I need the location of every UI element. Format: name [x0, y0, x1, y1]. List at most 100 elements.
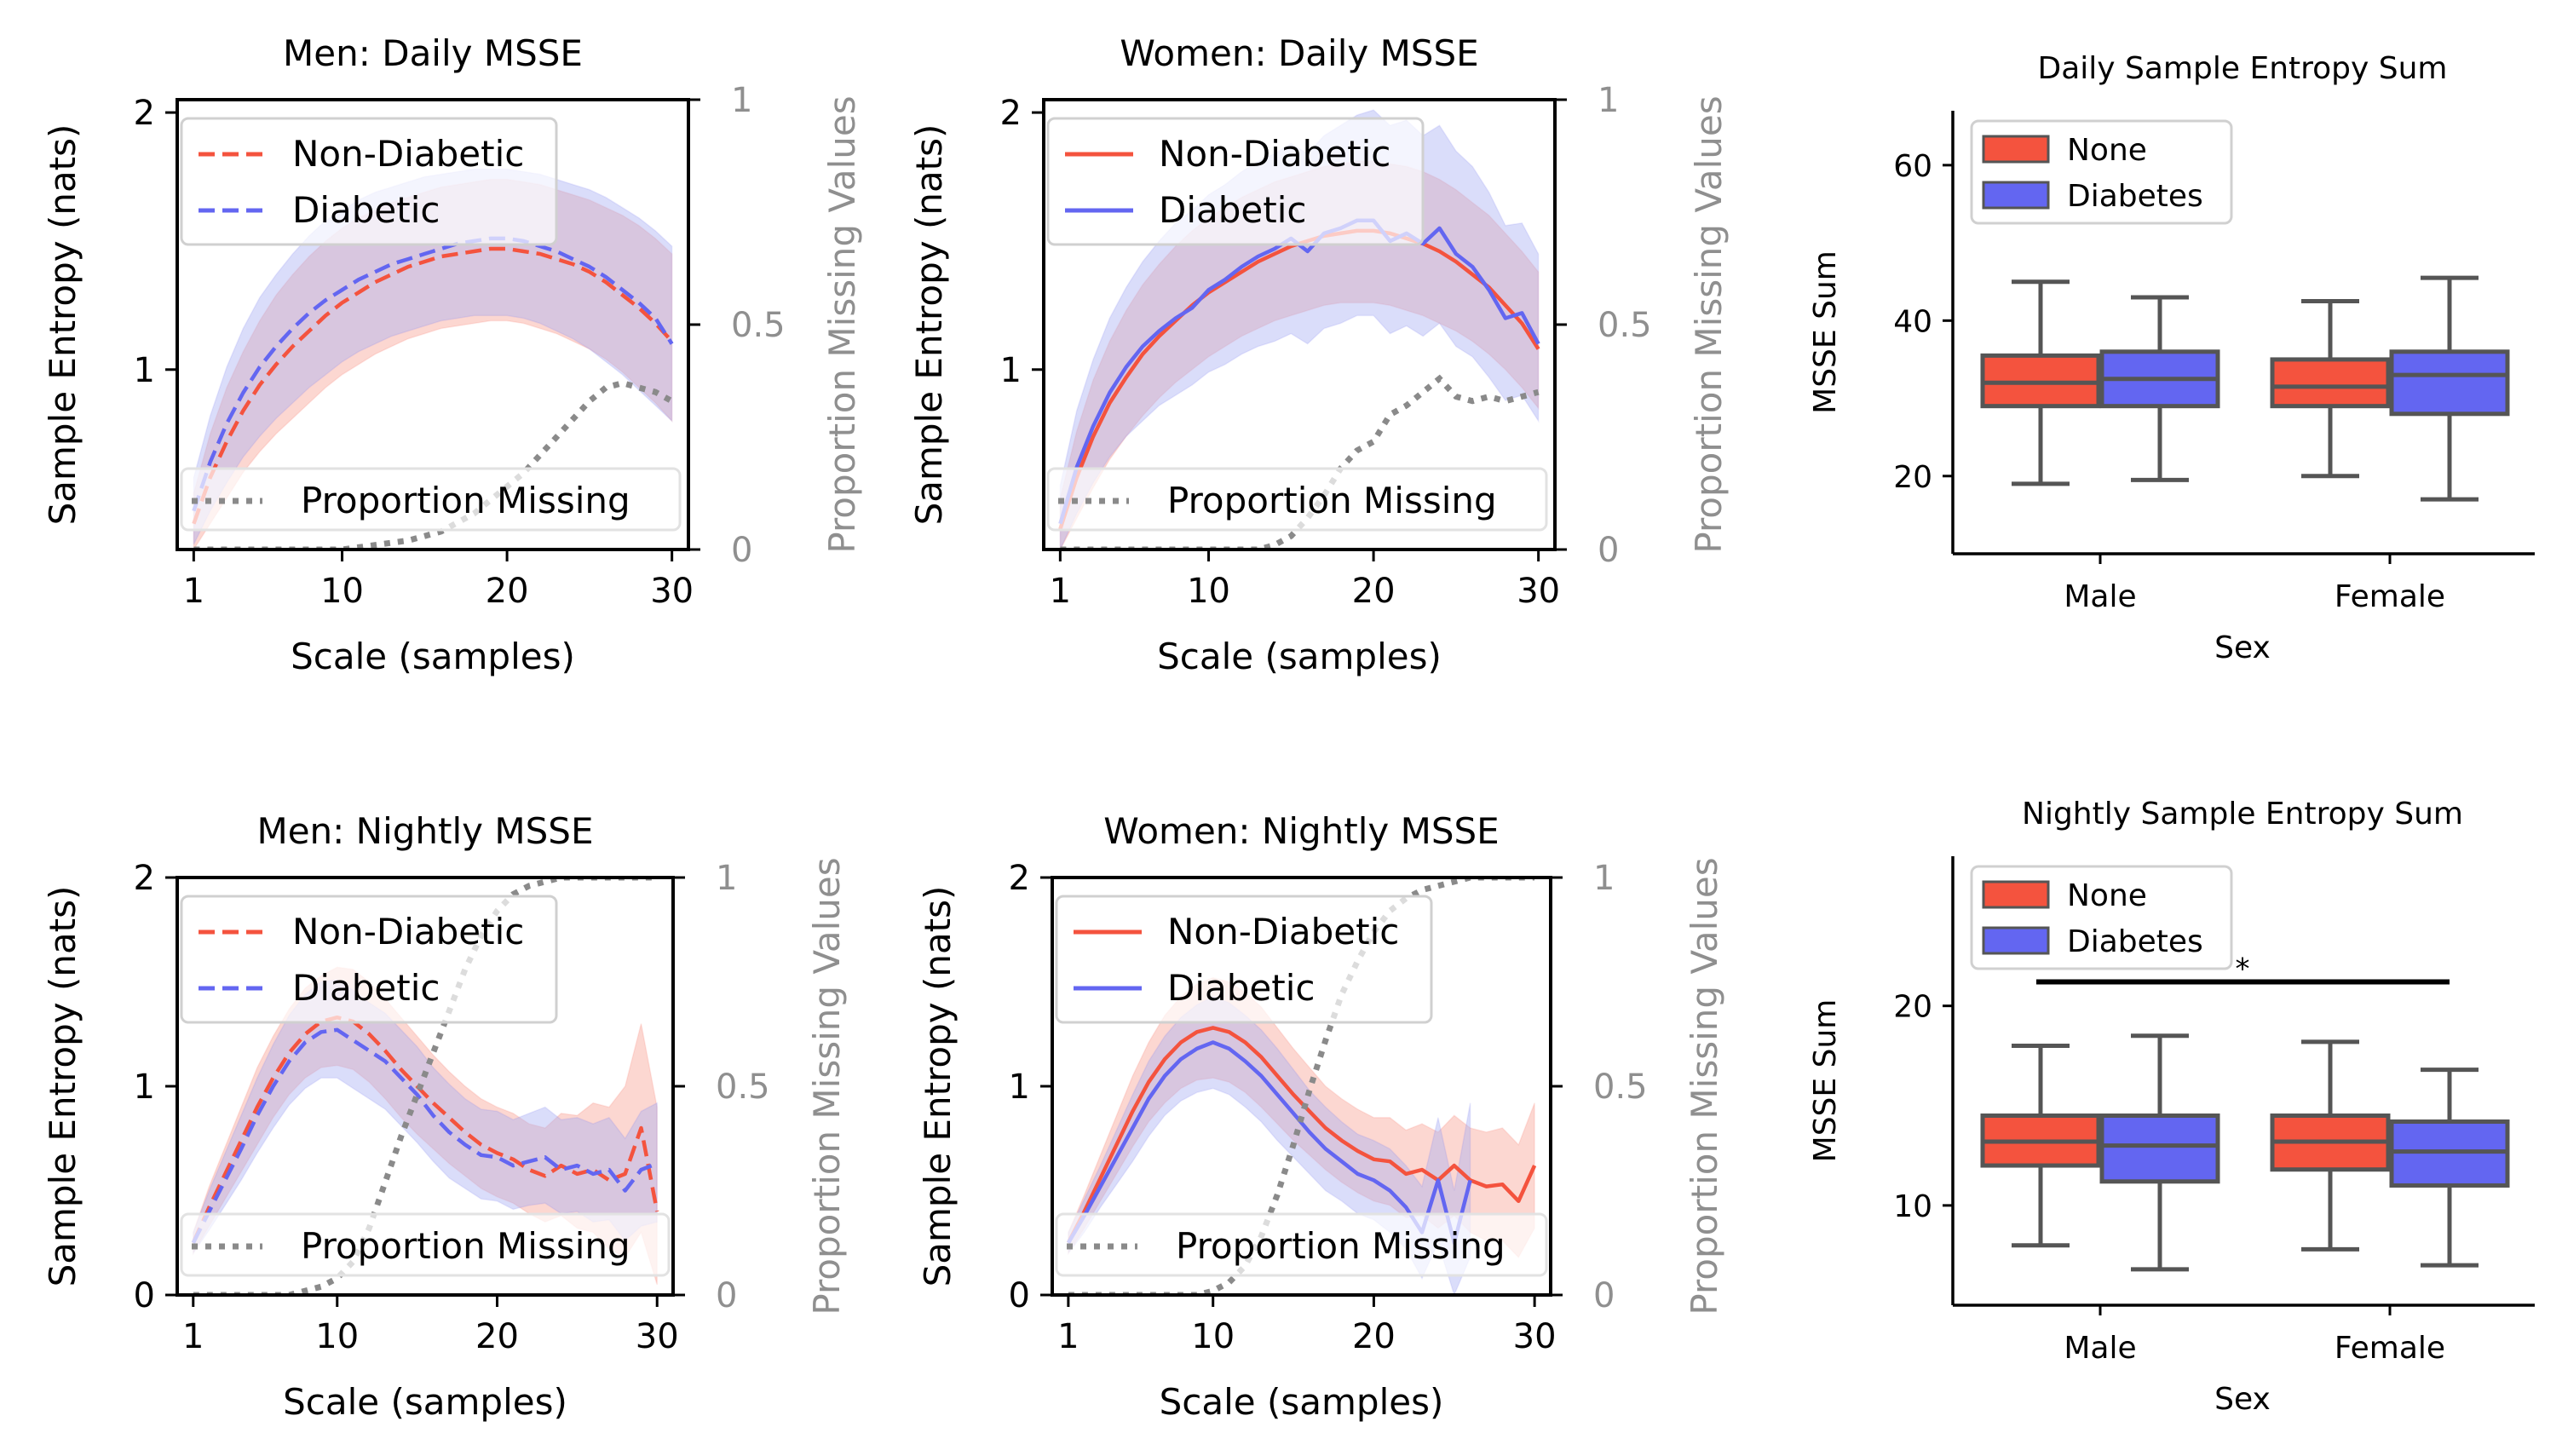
women-nightly-title: Women: Nightly MSSE	[1103, 810, 1499, 852]
men-daily-line-non-diabetic	[192, 246, 674, 525]
daily-sum-xlabel: Sex	[2214, 630, 2271, 665]
daily-sum-ytick-label: 60	[1893, 149, 1932, 184]
women-nightly-y2tick-label: 0.5	[1593, 1068, 1648, 1107]
women-daily-missing-legend-label: Proportion Missing	[1167, 480, 1497, 521]
men-nightly-y2label: Proportion Missing Values	[806, 857, 848, 1315]
men-daily-xtick-label: 10	[320, 572, 364, 611]
men-daily-ytick-label: 1	[134, 351, 155, 390]
women-daily-title: Women: Daily MSSE	[1120, 32, 1478, 74]
women-nightly-y2tick-label: 1	[1593, 859, 1615, 898]
men-nightly-missing-line	[193, 878, 658, 1295]
women-nightly-missing-line	[1068, 878, 1535, 1295]
nightly-sum-significance-marker: *	[2236, 952, 2250, 987]
women-nightly-line-non-diabetic	[1066, 1026, 1537, 1244]
women-daily-y2tick-label: 1	[1598, 81, 1619, 120]
men-nightly-xtick-label: 20	[475, 1317, 519, 1356]
men-daily-y2label: Proportion Missing Values	[821, 95, 863, 553]
men-daily-y2tick-label: 0.5	[731, 306, 786, 345]
women-nightly-xtick-label: 20	[1352, 1317, 1396, 1356]
women-daily-y2tick-label: 0	[1598, 531, 1619, 570]
men-nightly-legend-label: Non-Diabetic	[292, 911, 524, 952]
nightly-sum-xtick-label: Male	[2064, 1331, 2136, 1366]
daily-sum-xtick-label: Female	[2335, 579, 2445, 614]
nightly-sum-legend-label: None	[2067, 878, 2147, 913]
women-nightly-ylabel: Sample Entropy (nats)	[917, 886, 959, 1287]
women-daily-ytick-label: 2	[1000, 94, 1022, 133]
nightly-sum-title: Nightly Sample Entropy Sum	[2022, 797, 2463, 832]
daily-sum-legend-label: None	[2067, 133, 2147, 168]
daily-sum-ytick-label: 20	[1893, 460, 1932, 495]
women-nightly-y2tick-label: 0	[1593, 1276, 1615, 1315]
men-daily-y2tick-label: 1	[731, 81, 752, 120]
men-nightly-title: Men: Nightly MSSE	[256, 810, 593, 852]
men-daily-xtick-label: 20	[486, 572, 529, 611]
men-daily-title: Men: Daily MSSE	[283, 32, 583, 74]
women-nightly-xtick-label: 30	[1513, 1317, 1557, 1356]
nightly-sum-ytick-label: 10	[1893, 1189, 1932, 1224]
men-nightly-xlabel: Scale (samples)	[283, 1381, 567, 1423]
women-daily-missing-legend-box	[1046, 467, 1548, 532]
nightly-sum-box-male-diabetes	[2099, 1113, 2220, 1184]
women-nightly-xlabel: Scale (samples)	[1160, 1381, 1444, 1423]
men-daily-legend-label: Diabetic	[292, 189, 440, 231]
daily-sum-ylabel: MSSE Sum	[1808, 250, 1843, 414]
nightly-sum-legend-swatch-none	[1982, 880, 2050, 909]
women-daily-ytick-label: 1	[1000, 351, 1022, 390]
men-nightly-y2tick-label: 0	[716, 1276, 737, 1315]
women-daily-xtick-label: 1	[1050, 572, 1071, 611]
men-daily-y2tick-label: 0	[731, 531, 752, 570]
women-daily-legend-label: Non-Diabetic	[1159, 133, 1390, 175]
men-nightly-missing-legend-label: Proportion Missing	[301, 1225, 630, 1267]
men-daily-line-diabetic	[192, 236, 674, 512]
women-daily-legend-box	[1046, 117, 1425, 246]
men-nightly-legend-label: Diabetic	[292, 967, 440, 1009]
men-daily-missing-legend-box	[180, 467, 682, 532]
men-nightly-xtick-label: 30	[636, 1317, 679, 1356]
daily-sum-xtick-label: Male	[2064, 579, 2136, 614]
nightly-sum-xlabel: Sex	[2214, 1382, 2271, 1417]
men-nightly-xtick-label: 10	[315, 1317, 359, 1356]
men-nightly-xtick-label: 1	[182, 1317, 204, 1356]
men-nightly-y2tick-label: 1	[716, 859, 737, 898]
women-nightly-legend-box	[1055, 895, 1433, 1024]
men-nightly-line-diabetic	[191, 1027, 659, 1244]
women-nightly-ytick-label: 0	[1009, 1276, 1030, 1315]
daily-sum-legend-label: Diabetes	[2067, 179, 2203, 214]
men-daily-missing-legend-label: Proportion Missing	[301, 480, 630, 521]
daily-sum-legend-swatch-diabetes	[1982, 181, 2050, 210]
women-daily-legend-label: Diabetic	[1159, 189, 1306, 231]
men-daily-ylabel: Sample Entropy (nats)	[42, 124, 83, 526]
women-daily-ylabel: Sample Entropy (nats)	[908, 124, 950, 526]
men-daily-xtick-label: 30	[650, 572, 694, 611]
men-daily-ytick-label: 2	[134, 94, 155, 133]
women-nightly-xtick-label: 10	[1191, 1317, 1235, 1356]
women-daily-xlabel: Scale (samples)	[1157, 636, 1442, 677]
women-daily-xtick-label: 20	[1352, 572, 1396, 611]
women-nightly-missing-legend-box	[1055, 1212, 1548, 1277]
women-nightly-ytick-label: 2	[1009, 859, 1030, 898]
men-nightly-ytick-label: 2	[134, 859, 155, 898]
women-nightly-ytick-label: 1	[1009, 1068, 1030, 1107]
women-daily-xtick-label: 30	[1517, 572, 1560, 611]
women-nightly-plot-area	[1066, 878, 1537, 1295]
daily-sum-ytick-label: 40	[1893, 304, 1932, 339]
daily-sum-box-female-diabetes	[2389, 349, 2510, 417]
women-daily-y2label: Proportion Missing Values	[1688, 95, 1730, 553]
daily-sum-legend-swatch-none	[1982, 135, 2050, 164]
nightly-sum-ylabel: MSSE Sum	[1808, 999, 1843, 1163]
men-nightly-ytick-label: 0	[134, 1276, 155, 1315]
men-nightly-line-non-diabetic	[191, 1015, 659, 1244]
men-nightly-y2tick-label: 0.5	[716, 1068, 770, 1107]
nightly-sum-panel: 10 20 Male Female * Nightly Sample Entropy Su…	[1808, 797, 2535, 1417]
daily-sum-panel: 20 40 60 Male Female Daily Sample Entropy Sum…	[1808, 51, 2535, 665]
men-nightly-ytick-label: 1	[134, 1068, 155, 1107]
men-nightly-legend-box	[180, 895, 558, 1024]
women-nightly-legend-label: Diabetic	[1167, 967, 1315, 1009]
men-daily-plot-area	[192, 168, 674, 550]
women-nightly-missing-legend-label: Proportion Missing	[1176, 1225, 1506, 1267]
men-daily-legend-label: Non-Diabetic	[292, 133, 524, 175]
